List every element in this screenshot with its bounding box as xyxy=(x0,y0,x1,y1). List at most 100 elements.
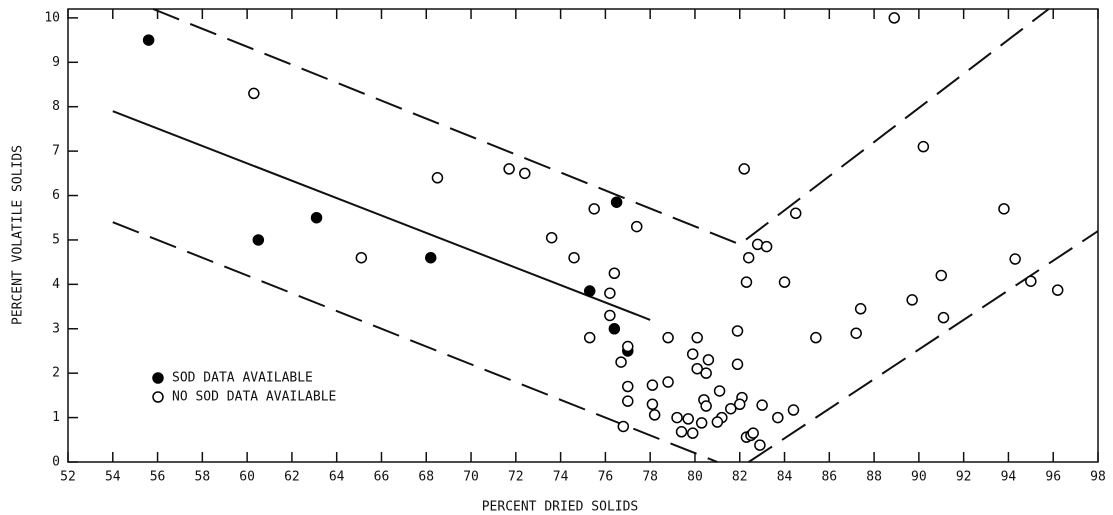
data-point xyxy=(568,251,580,264)
data-point xyxy=(937,311,950,324)
y-tick-label: 2 xyxy=(52,366,60,381)
data-point xyxy=(1025,275,1037,287)
data-point xyxy=(519,167,531,180)
data-point xyxy=(725,402,737,415)
data-point xyxy=(772,411,784,424)
data-point xyxy=(691,362,703,375)
x-tick-label: 94 xyxy=(1001,470,1017,485)
data-point xyxy=(615,356,627,368)
data-point xyxy=(610,196,623,208)
x-tick-label: 58 xyxy=(195,470,211,485)
x-tick-label: 96 xyxy=(1045,470,1061,485)
data-point xyxy=(906,294,918,306)
data-point xyxy=(713,385,726,397)
data-point xyxy=(711,416,724,428)
data-point xyxy=(604,309,616,322)
data-point xyxy=(248,87,260,100)
y-tick-label: 10 xyxy=(44,10,60,25)
data-point xyxy=(998,203,1010,215)
x-tick-label: 70 xyxy=(463,470,479,485)
data-point xyxy=(583,331,596,344)
data-point xyxy=(700,400,712,412)
x-tick-label: 84 xyxy=(777,470,793,485)
data-point xyxy=(738,163,750,175)
y-tick-label: 8 xyxy=(52,99,60,114)
x-tick-label: 64 xyxy=(329,470,345,485)
trend-line xyxy=(112,110,651,321)
data-point xyxy=(778,276,791,288)
x-tick-label: 78 xyxy=(642,470,658,485)
data-point xyxy=(608,267,621,279)
x-tick-label: 66 xyxy=(374,470,390,485)
data-point xyxy=(545,231,558,244)
data-point xyxy=(662,331,674,344)
data-point xyxy=(731,325,744,337)
y-tick-label: 7 xyxy=(52,144,60,159)
trend-line xyxy=(112,221,718,463)
y-axis-label: PERCENT VOLATILE SOLIDS xyxy=(11,145,26,325)
x-axis-label: PERCENT DRIED SOLIDS xyxy=(482,500,639,515)
plot-frame xyxy=(67,8,1099,463)
data-point xyxy=(622,395,634,407)
data-point xyxy=(686,348,699,360)
y-tick-label: 3 xyxy=(52,321,60,336)
y-tick-label: 0 xyxy=(52,455,60,470)
data-point xyxy=(1009,253,1021,265)
trend-line xyxy=(748,230,1099,463)
data-point xyxy=(702,354,715,366)
y-tick-label: 4 xyxy=(52,277,60,292)
y-tick-label: 5 xyxy=(52,232,60,247)
data-point xyxy=(630,220,643,233)
data-point xyxy=(424,251,437,264)
data-point xyxy=(754,439,766,451)
x-tick-label: 62 xyxy=(284,470,300,485)
data-point xyxy=(747,427,759,439)
x-tick-label: 80 xyxy=(687,470,703,485)
x-tick-label: 98 xyxy=(1090,470,1106,485)
data-point xyxy=(646,398,659,411)
data-point xyxy=(850,327,862,339)
data-point xyxy=(682,413,694,425)
data-point xyxy=(686,427,699,439)
y-tick-label: 6 xyxy=(52,188,60,203)
data-point xyxy=(888,12,900,24)
y-tick-label: 9 xyxy=(52,55,60,70)
x-tick-label: 74 xyxy=(553,470,569,485)
data-point xyxy=(935,269,948,282)
data-point xyxy=(760,240,773,253)
y-tick-label: 1 xyxy=(52,410,60,425)
data-point xyxy=(355,251,368,264)
x-tick-label: 86 xyxy=(821,470,837,485)
data-point xyxy=(810,331,822,344)
legend-marker xyxy=(152,391,164,403)
x-tick-label: 92 xyxy=(956,470,972,485)
data-point xyxy=(252,234,265,246)
data-point xyxy=(671,411,683,424)
data-point xyxy=(1051,284,1064,296)
legend-label: NO SOD DATA AVAILABLE xyxy=(172,390,336,405)
x-tick-label: 72 xyxy=(508,470,524,485)
data-point xyxy=(675,426,688,438)
data-point xyxy=(787,404,800,416)
data-point xyxy=(608,323,621,335)
data-point xyxy=(733,398,746,411)
data-point xyxy=(583,285,596,297)
data-point xyxy=(646,379,659,391)
data-point xyxy=(310,211,323,224)
data-point xyxy=(622,380,634,393)
data-point xyxy=(740,276,753,288)
data-point xyxy=(622,340,634,353)
legend-marker xyxy=(152,372,164,384)
data-point xyxy=(695,417,708,429)
data-point xyxy=(604,287,616,299)
data-point xyxy=(742,251,755,264)
x-tick-label: 76 xyxy=(598,470,614,485)
data-point xyxy=(691,331,703,344)
x-tick-label: 88 xyxy=(866,470,882,485)
data-point xyxy=(917,140,930,153)
data-point xyxy=(731,358,744,371)
data-point xyxy=(431,172,444,184)
data-point xyxy=(617,420,630,433)
legend-label: SOD DATA AVAILABLE xyxy=(172,371,313,386)
